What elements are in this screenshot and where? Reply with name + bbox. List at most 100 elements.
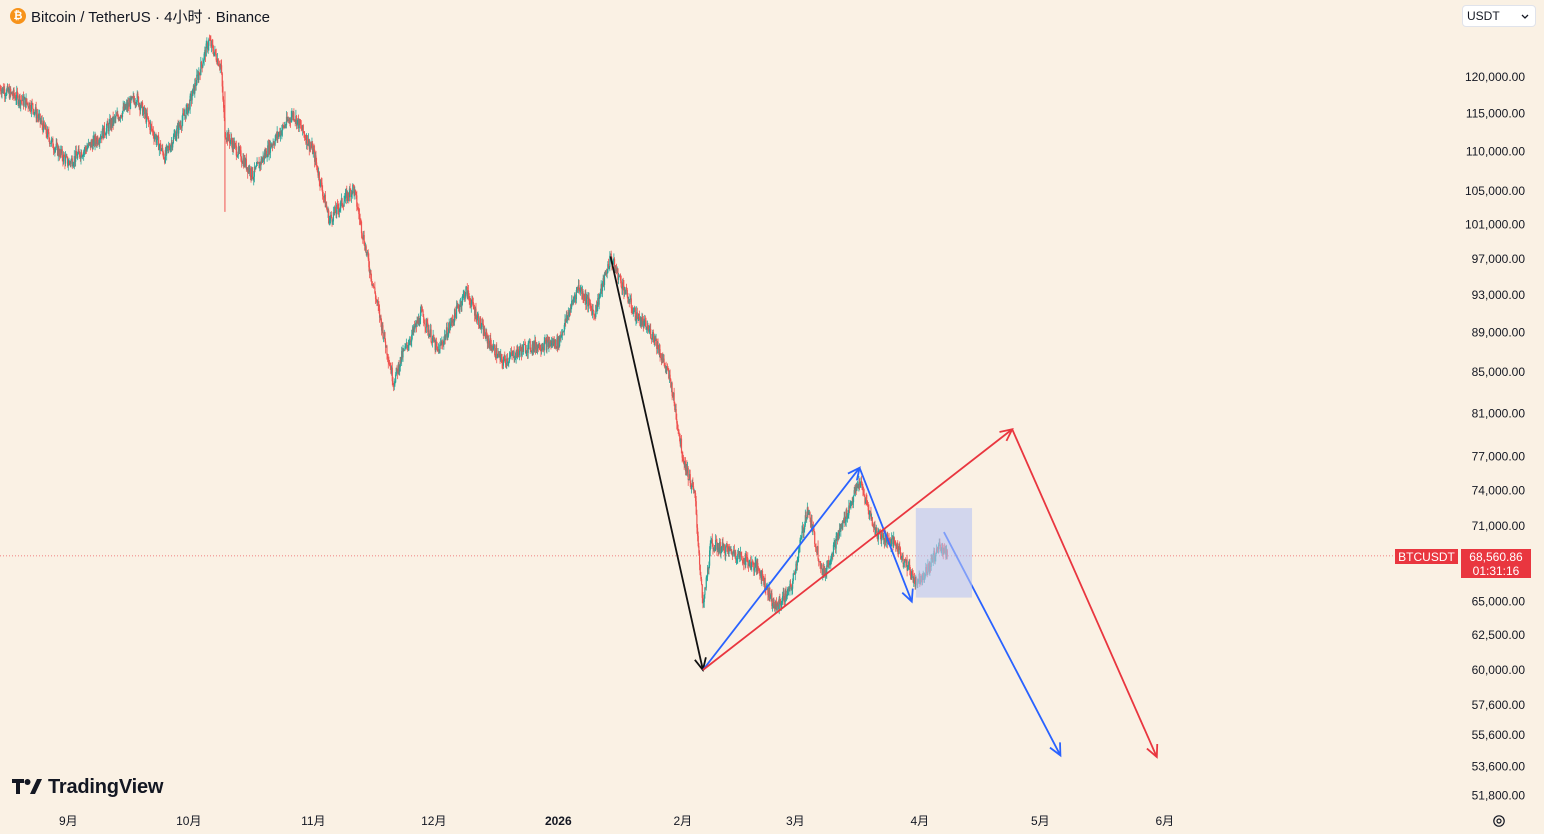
candle-body	[906, 559, 908, 571]
candle-body	[223, 107, 225, 118]
candle-body	[644, 320, 646, 321]
candle-body	[332, 221, 334, 223]
candle-body	[785, 590, 787, 599]
black-arrow-line	[609, 256, 704, 671]
candle-body	[196, 74, 198, 86]
candle-body	[630, 298, 632, 300]
candle-body	[805, 515, 807, 519]
candle-body	[310, 145, 312, 147]
candle-body	[643, 320, 645, 328]
candle-body	[547, 339, 549, 341]
candle-body	[13, 89, 15, 96]
candle-body	[243, 158, 245, 167]
candle-body	[262, 155, 264, 160]
candle-body	[650, 328, 652, 338]
candle-body	[679, 436, 681, 444]
candle-body	[457, 305, 459, 307]
candle-body	[156, 140, 158, 143]
candle-body	[696, 527, 699, 536]
candle-body	[827, 560, 829, 567]
currency-select[interactable]: USDT	[1462, 5, 1536, 27]
candle-body	[508, 356, 511, 362]
candle-body	[202, 63, 204, 68]
candle-body	[90, 141, 92, 148]
candle-body	[176, 128, 178, 136]
candle-body	[642, 320, 644, 328]
candle-body	[255, 166, 257, 170]
symbol-header[interactable]: ₿ Bitcoin / TetherUS · 4小时 · Binance	[10, 6, 270, 26]
candle-body	[885, 533, 887, 543]
candle-body	[226, 133, 228, 140]
candle-body	[409, 341, 411, 342]
candle-body	[18, 101, 20, 104]
candle-body	[490, 344, 492, 351]
candle-body	[121, 116, 123, 118]
candle-body	[556, 337, 558, 348]
candle-body	[781, 601, 783, 603]
candle-body	[512, 352, 514, 356]
candle-body	[487, 339, 489, 344]
candle-body	[160, 149, 162, 151]
candle-body	[222, 86, 224, 100]
candle-body	[646, 326, 648, 329]
candle-body	[449, 323, 451, 328]
candle-body	[109, 119, 112, 129]
tradingview-logo-icon	[12, 779, 42, 794]
candle-body	[280, 131, 282, 135]
candle-body	[719, 541, 721, 554]
candle-body	[391, 367, 393, 374]
candle-body	[738, 551, 740, 558]
candle-body	[816, 546, 818, 553]
candle-body	[118, 118, 120, 120]
candle-body	[666, 366, 668, 369]
candle-body	[336, 204, 338, 206]
candle-body	[176, 125, 179, 129]
candle-body	[472, 298, 474, 302]
candle-body	[227, 132, 229, 141]
candle-body	[438, 349, 440, 354]
candle-body	[319, 181, 321, 186]
time-tick-label: 2026	[545, 814, 572, 828]
candle-body	[283, 125, 286, 128]
candle-body	[786, 590, 788, 597]
candle-body	[473, 307, 475, 310]
candle-body	[388, 362, 390, 364]
time-axis[interactable]: 9月 10月 11月 12月 2026 2月 3月 4月 5月 6月	[59, 814, 1174, 828]
candle-body	[370, 270, 372, 279]
candle-body	[137, 93, 139, 97]
candle-body	[16, 91, 18, 100]
candle-body	[832, 553, 834, 556]
candle-body	[273, 144, 276, 146]
candle-body	[904, 559, 906, 561]
candle-body	[316, 165, 318, 172]
candle-body	[89, 142, 91, 148]
candle-body	[686, 467, 689, 474]
symbol-title: Bitcoin / TetherUS · 4小时 · Binance	[31, 8, 270, 26]
candle-body	[164, 158, 166, 163]
candle-body	[530, 350, 533, 352]
price-axis[interactable]: 120,000.00 115,000.00 110,000.00 105,000.00…	[1465, 70, 1525, 803]
candle-body	[520, 350, 523, 356]
candle-body	[816, 547, 818, 553]
candle-body	[191, 96, 193, 101]
candle-body	[913, 578, 916, 582]
tradingview-logo[interactable]: TradingView	[12, 774, 163, 800]
candle-body	[653, 339, 655, 342]
candle-body	[565, 315, 567, 322]
candle-body	[848, 505, 850, 516]
candle-body	[307, 144, 309, 146]
candle-body	[2, 87, 4, 93]
candle-body	[347, 192, 349, 197]
time-tick-label: 9月	[59, 814, 78, 828]
candle-body	[522, 345, 524, 352]
candle-body	[257, 162, 260, 164]
candle-body	[504, 358, 507, 364]
candle-body	[819, 561, 821, 566]
candle-body	[248, 167, 250, 173]
candle-body	[820, 565, 822, 569]
candle-body	[158, 145, 160, 151]
gear-icon[interactable]	[1491, 813, 1507, 829]
candle-body	[674, 409, 677, 411]
candle-body	[771, 605, 774, 607]
